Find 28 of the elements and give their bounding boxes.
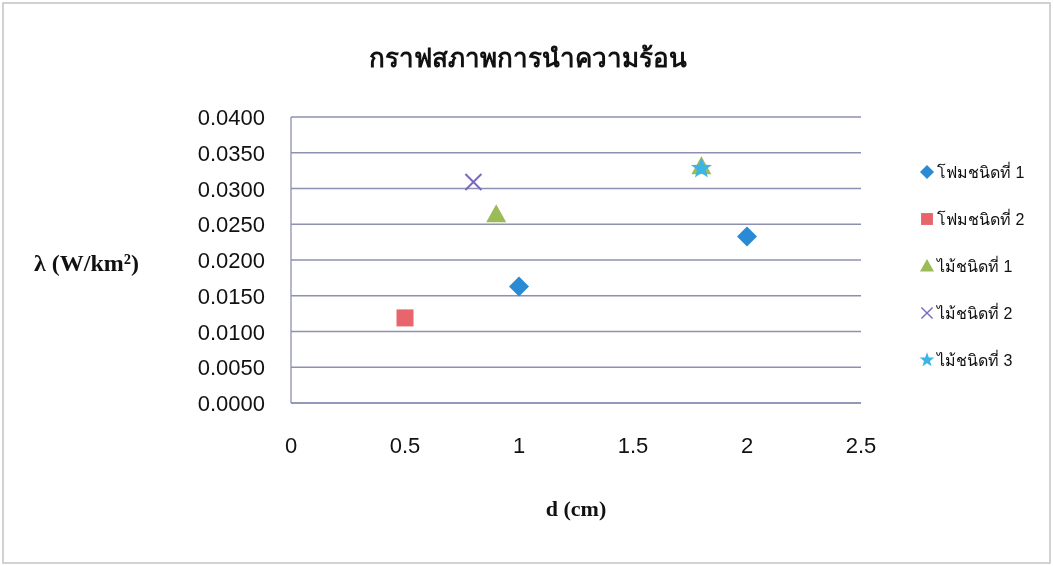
point xyxy=(509,276,529,297)
x-tick-label: 1 xyxy=(512,433,526,458)
point xyxy=(396,309,414,327)
legend-label: ไม้ชนิดที่ 2 xyxy=(935,302,1013,322)
chart-title: กราฟสภาพการนำความร้อน xyxy=(369,44,687,73)
y-tick-label: 0.0350 xyxy=(197,140,265,166)
point xyxy=(486,204,507,223)
x-tick-label: 1.5 xyxy=(617,433,649,458)
x-tick-label: 0.5 xyxy=(389,433,421,458)
legend-label: โฟมชนิดที่ 1 xyxy=(937,161,1025,181)
legend-label: โฟมชนิดที่ 2 xyxy=(937,208,1025,228)
y-tick-label: 0.0000 xyxy=(197,391,265,416)
y-tick-label: 0.0050 xyxy=(197,355,265,381)
point xyxy=(464,173,483,192)
point xyxy=(737,226,757,247)
x-tick-label: 0 xyxy=(284,433,298,458)
x-tick-label: 2 xyxy=(740,433,754,458)
y-tick-label: 0.0250 xyxy=(197,212,265,238)
x-tick-label: 2.5 xyxy=(845,433,877,458)
y-tick-label: 0.0400 xyxy=(197,105,265,130)
y-tick-label: 0.0150 xyxy=(197,283,265,309)
y-tick-label: 0.0300 xyxy=(197,176,265,202)
legend-label: ไม้ชนิดที่ 3 xyxy=(935,349,1013,369)
y-axis-title: λ (W/km²) xyxy=(34,250,139,276)
y-tick-label: 0.0100 xyxy=(197,319,265,345)
x-axis-title: d (cm) xyxy=(545,496,607,521)
legend-label: ไม้ชนิดที่ 1 xyxy=(935,255,1013,275)
y-tick-label: 0.0200 xyxy=(197,248,265,273)
